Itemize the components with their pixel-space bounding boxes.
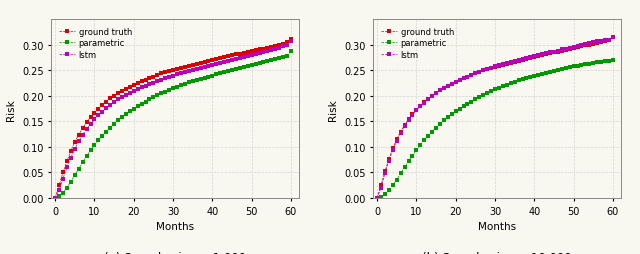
ground truth bbox=[609, 37, 617, 40]
ground truth bbox=[193, 63, 200, 66]
Text: (a) Sample size = 1,000: (a) Sample size = 1,000 bbox=[104, 251, 246, 254]
parametric bbox=[287, 50, 295, 53]
lstm bbox=[420, 102, 428, 105]
X-axis label: Months: Months bbox=[156, 221, 194, 231]
ground truth bbox=[420, 101, 428, 104]
ground truth bbox=[177, 67, 185, 70]
Legend: ground truth, parametric, lstm: ground truth, parametric, lstm bbox=[56, 24, 136, 63]
parametric bbox=[373, 197, 381, 200]
parametric bbox=[456, 108, 463, 111]
lstm bbox=[609, 37, 617, 40]
Legend: ground truth, parametric, lstm: ground truth, parametric, lstm bbox=[378, 24, 458, 63]
lstm bbox=[578, 45, 586, 48]
ground truth bbox=[373, 197, 381, 200]
Y-axis label: Risk: Risk bbox=[328, 98, 339, 120]
parametric bbox=[193, 79, 200, 82]
lstm bbox=[428, 95, 436, 98]
parametric bbox=[609, 59, 617, 62]
lstm bbox=[99, 111, 106, 114]
ground truth bbox=[51, 197, 59, 200]
X-axis label: Months: Months bbox=[478, 221, 516, 231]
lstm bbox=[456, 79, 463, 82]
ground truth bbox=[134, 82, 141, 85]
Y-axis label: Risk: Risk bbox=[6, 98, 17, 120]
lstm bbox=[177, 72, 185, 75]
parametric bbox=[256, 62, 264, 66]
Line: parametric: parametric bbox=[54, 50, 292, 200]
ground truth bbox=[499, 64, 507, 67]
lstm bbox=[51, 197, 59, 200]
Line: lstm: lstm bbox=[54, 40, 292, 200]
lstm bbox=[106, 104, 114, 107]
Text: (b) Sample size = 10,000: (b) Sample size = 10,000 bbox=[422, 251, 572, 254]
lstm bbox=[134, 88, 141, 91]
lstm bbox=[256, 52, 264, 55]
ground truth bbox=[99, 104, 106, 107]
parametric bbox=[99, 135, 106, 138]
parametric bbox=[420, 139, 428, 142]
Line: ground truth: ground truth bbox=[376, 37, 614, 200]
Line: lstm: lstm bbox=[376, 37, 614, 200]
ground truth bbox=[456, 79, 463, 82]
lstm bbox=[287, 40, 295, 43]
ground truth bbox=[428, 95, 436, 98]
parametric bbox=[578, 64, 586, 67]
parametric bbox=[51, 197, 59, 200]
lstm bbox=[373, 197, 381, 200]
parametric bbox=[499, 85, 507, 88]
lstm bbox=[499, 64, 507, 67]
parametric bbox=[428, 131, 436, 134]
ground truth bbox=[515, 60, 522, 63]
ground truth bbox=[287, 38, 295, 41]
parametric bbox=[515, 79, 522, 82]
Line: parametric: parametric bbox=[376, 59, 614, 200]
Line: ground truth: ground truth bbox=[54, 38, 292, 200]
parametric bbox=[177, 84, 185, 87]
ground truth bbox=[106, 98, 114, 101]
lstm bbox=[193, 68, 200, 71]
ground truth bbox=[256, 49, 264, 52]
parametric bbox=[134, 105, 141, 108]
ground truth bbox=[578, 46, 586, 49]
lstm bbox=[515, 59, 522, 62]
parametric bbox=[106, 126, 114, 130]
